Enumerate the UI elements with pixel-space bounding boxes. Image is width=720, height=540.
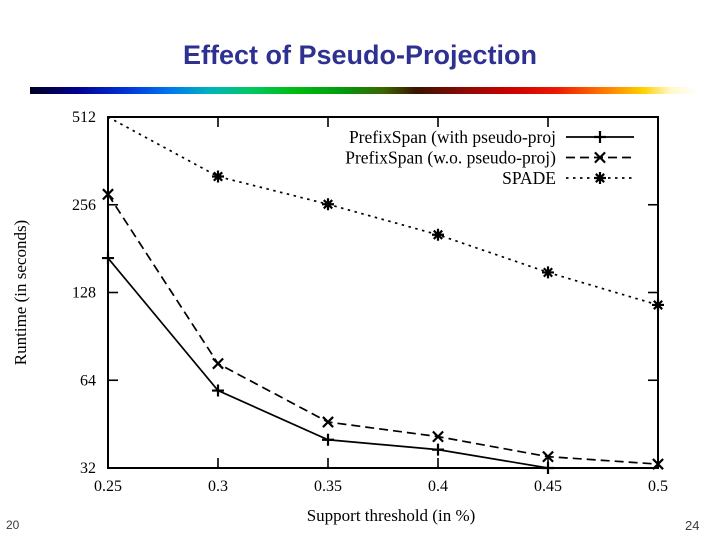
series-line (107, 193, 659, 465)
series-line (107, 257, 658, 469)
legend-marker-cross (594, 151, 606, 164)
runtime-chart-figure: 0.25 0.3 0.35 0.4 0.45 0.5 512 256 128 64 32 Suppor… (0, 100, 720, 540)
series-spade (107, 116, 664, 311)
slide-title: Effect of Pseudo-Projection (182, 40, 538, 70)
x-tick-label: 0.4 (428, 478, 448, 495)
axis-ticks (107, 116, 659, 469)
series-markers (102, 188, 664, 470)
y-tick-label: 64 (80, 372, 96, 389)
x-axis-title: Support threshold (in %) (307, 506, 476, 525)
legend-label: PrefixSpan (with pseudo-proj (349, 127, 556, 147)
y-tick-label: 256 (72, 197, 96, 214)
legend-label: SPADE (502, 168, 556, 188)
y-tick-label: 32 (80, 460, 96, 477)
plot-frame (107, 116, 659, 469)
legend-label: PrefixSpan (w.o. pseudo-proj) (345, 148, 556, 168)
y-tick-label: 128 (72, 285, 96, 302)
x-tick-label: 0.25 (94, 478, 122, 495)
series-markers (102, 252, 554, 474)
series-line (107, 116, 659, 306)
x-tick-label: 0.35 (314, 478, 342, 495)
slide-number: 24 (685, 518, 700, 533)
series-prefixspan-with-pseudo-proj (102, 252, 658, 474)
series-markers (212, 170, 664, 311)
legend-marker-asterisk (594, 172, 606, 184)
x-tick-label: 0.45 (534, 478, 562, 495)
x-tick-label: 0.5 (648, 478, 668, 495)
legend-marker-plus (594, 131, 606, 143)
y-tick-label: 512 (72, 109, 96, 126)
runtime-chart-svg: 0.25 0.3 0.35 0.4 0.45 0.5 512 256 128 64 32 Suppor… (11, 109, 668, 525)
x-tick-label: 0.3 (208, 478, 228, 495)
y-axis-title: Runtime (in seconds) (11, 220, 30, 365)
title-divider-bar (30, 87, 697, 94)
footer-left-text: 20 (6, 518, 20, 532)
series-prefixspan-w-o-pseudo-proj (102, 188, 664, 470)
